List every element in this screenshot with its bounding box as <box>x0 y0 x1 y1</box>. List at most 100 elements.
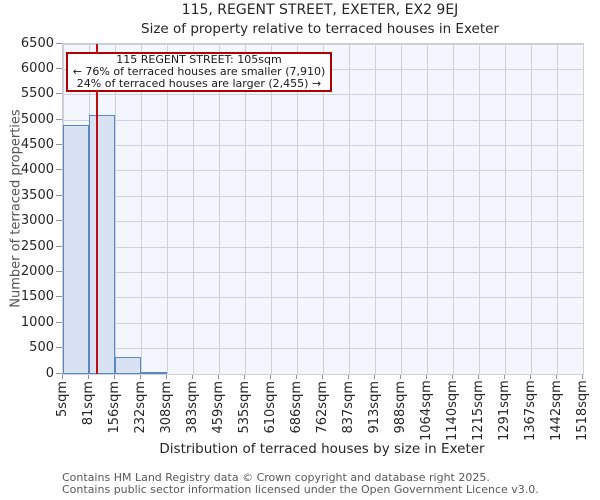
x-gridline <box>478 44 480 374</box>
x-tick-mark <box>243 374 245 379</box>
y-tick-mark <box>56 118 62 120</box>
x-gridline <box>556 44 558 374</box>
x-gridline <box>348 44 350 374</box>
x-tick-label: 1518sqm <box>575 380 590 441</box>
x-tick-label: 459sqm <box>211 381 226 434</box>
y-tick-mark <box>56 372 62 374</box>
annotation-line-2: ← 76% of terraced houses are smaller (7,… <box>72 64 326 78</box>
x-tick-label: 913sqm <box>367 381 382 434</box>
y-tick-mark <box>56 169 62 171</box>
x-gridline <box>530 44 532 374</box>
x-gridline <box>452 44 454 374</box>
y-tick-label: 4000 <box>20 162 54 178</box>
x-tick-mark <box>477 374 479 379</box>
x-tick-mark <box>321 374 323 379</box>
y-tick-mark <box>56 144 62 146</box>
x-tick-label: 535sqm <box>237 381 252 434</box>
x-gridline <box>322 44 324 374</box>
x-gridline <box>582 44 584 374</box>
x-gridline <box>114 44 116 374</box>
x-gridline <box>218 44 220 374</box>
y-gridline <box>63 373 583 375</box>
y-tick-label: 4500 <box>20 137 54 153</box>
x-tick-label: 308sqm <box>159 381 174 434</box>
annotation-line-3: 24% of terraced houses are larger (2,455… <box>76 77 322 91</box>
x-tick-mark <box>191 374 193 379</box>
x-tick-mark <box>425 374 427 379</box>
x-gridline <box>504 44 506 374</box>
x-gridline <box>192 44 194 374</box>
x-tick-label: 762sqm <box>315 381 330 434</box>
y-tick-mark <box>56 93 62 95</box>
x-tick-mark <box>217 374 219 379</box>
x-tick-mark <box>87 374 89 379</box>
y-tick-label: 2500 <box>20 238 54 254</box>
x-tick-mark <box>399 374 401 379</box>
x-tick-label: 1291sqm <box>497 380 512 441</box>
x-tick-mark <box>555 374 557 379</box>
x-gridline <box>426 44 428 374</box>
x-tick-label: 5sqm <box>55 381 70 417</box>
annotation-box: 115 REGENT STREET: 105sqm ← 76% of terra… <box>66 52 332 92</box>
y-tick-label: 1500 <box>20 289 54 305</box>
y-tick-mark <box>56 321 62 323</box>
histogram-bar <box>141 372 167 375</box>
y-tick-label: 5500 <box>20 86 54 102</box>
chart-subtitle: Size of property relative to terraced ho… <box>141 21 499 37</box>
x-tick-label: 156sqm <box>107 381 122 434</box>
y-tick-label: 0 <box>45 365 54 381</box>
x-tick-mark <box>269 374 271 379</box>
histogram-bar <box>63 125 89 374</box>
x-tick-label: 837sqm <box>341 381 356 434</box>
y-tick-mark <box>56 220 62 222</box>
y-tick-label: 6000 <box>20 60 54 76</box>
y-tick-mark <box>56 194 62 196</box>
x-tick-mark <box>373 374 375 379</box>
y-tick-mark <box>56 245 62 247</box>
x-tick-label: 1064sqm <box>419 380 434 441</box>
footer-line-2: Contains public sector information licen… <box>62 483 539 496</box>
y-tick-mark <box>56 42 62 44</box>
y-tick-label: 3000 <box>20 213 54 229</box>
x-tick-label: 1442sqm <box>549 380 564 441</box>
x-tick-label: 610sqm <box>263 381 278 434</box>
x-tick-mark <box>581 374 583 379</box>
x-tick-label: 81sqm <box>81 381 96 426</box>
y-tick-label: 5000 <box>20 111 54 127</box>
x-gridline <box>374 44 376 374</box>
x-tick-label: 1367sqm <box>523 380 538 441</box>
y-tick-mark <box>56 270 62 272</box>
chart-title: 115, REGENT STREET, EXETER, EX2 9EJ <box>181 2 459 18</box>
y-tick-label: 6500 <box>20 35 54 51</box>
y-tick-label: 1000 <box>20 314 54 330</box>
histogram-bar <box>115 357 141 374</box>
x-tick-label: 383sqm <box>185 381 200 434</box>
x-gridline <box>244 44 246 374</box>
x-gridline <box>166 44 168 374</box>
x-gridline <box>270 44 272 374</box>
x-tick-mark <box>503 374 505 379</box>
x-axis-label: Distribution of terraced houses by size … <box>159 441 485 457</box>
y-tick-label: 3500 <box>20 187 54 203</box>
x-tick-mark <box>139 374 141 379</box>
x-gridline <box>400 44 402 374</box>
x-gridline <box>140 44 142 374</box>
x-tick-mark <box>451 374 453 379</box>
footer-attribution: Contains HM Land Registry data © Crown c… <box>62 472 539 496</box>
y-tick-mark <box>56 347 62 349</box>
property-size-marker-line <box>96 44 99 374</box>
x-tick-mark <box>113 374 115 379</box>
x-tick-mark <box>165 374 167 379</box>
annotation-line-1: 115 REGENT STREET: 105sqm <box>116 52 282 66</box>
x-tick-mark <box>61 374 63 379</box>
x-tick-label: 988sqm <box>393 381 408 434</box>
x-tick-label: 1215sqm <box>471 380 486 441</box>
y-tick-mark <box>56 67 62 69</box>
histogram-bar <box>89 115 115 374</box>
x-tick-mark <box>529 374 531 379</box>
footer-line-1: Contains HM Land Registry data © Crown c… <box>62 471 490 484</box>
x-tick-mark <box>295 374 297 379</box>
y-tick-label: 500 <box>29 340 54 356</box>
plot-area: 115 REGENT STREET: 105sqm ← 76% of terra… <box>62 43 584 375</box>
